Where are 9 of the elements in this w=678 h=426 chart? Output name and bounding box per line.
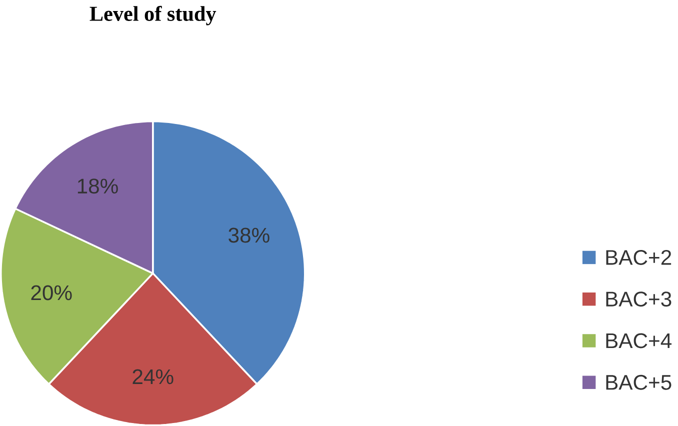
legend-label: BAC+5 bbox=[606, 374, 672, 390]
data-label: 20% bbox=[31, 285, 72, 300]
data-label: 18% bbox=[78, 178, 118, 194]
data-label: 24% bbox=[132, 369, 174, 384]
legend-label: BAC+3 bbox=[606, 292, 672, 306]
data-label: 38% bbox=[228, 228, 270, 243]
legend-label: BAC+4 bbox=[606, 333, 672, 348]
legend-label: BAC+2 bbox=[606, 250, 672, 265]
chart-title: Level of study bbox=[90, 6, 216, 26]
